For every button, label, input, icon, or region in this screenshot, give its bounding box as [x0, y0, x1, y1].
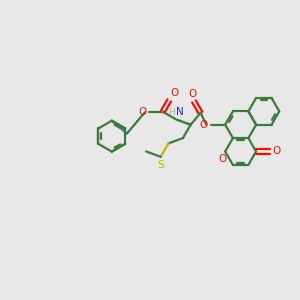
Text: O: O — [200, 120, 208, 130]
Text: O: O — [138, 107, 146, 117]
Text: O: O — [219, 154, 227, 164]
Text: O: O — [273, 146, 281, 157]
Text: O: O — [171, 88, 179, 98]
Text: S: S — [158, 160, 164, 170]
Text: O: O — [188, 88, 197, 98]
Text: H: H — [168, 108, 175, 117]
Text: N: N — [176, 107, 184, 117]
